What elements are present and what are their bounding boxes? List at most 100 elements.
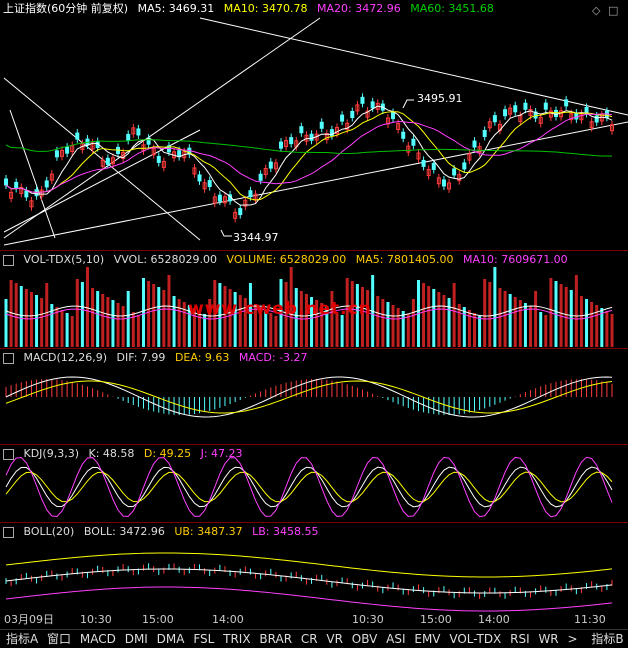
volume-bar: [340, 315, 344, 347]
candle-body: [19, 186, 24, 194]
volume-bar: [14, 283, 18, 347]
volume-bar: [330, 291, 334, 347]
candle-body: [538, 116, 543, 124]
ub-value: UB: 3487.37: [174, 525, 243, 538]
candle-body: [263, 168, 268, 176]
candle-body: [365, 110, 370, 118]
candle-body: [54, 150, 59, 158]
tab-dmi[interactable]: DMI: [124, 632, 148, 646]
tab-scroll-right[interactable]: >: [567, 632, 578, 646]
trend-line: [199, 17, 628, 116]
volume-bar: [35, 295, 39, 347]
candle-body: [594, 115, 599, 123]
tab-brar[interactable]: BRAR: [259, 632, 293, 646]
candle-body: [482, 129, 487, 137]
panel-toggle-icon[interactable]: [3, 254, 14, 266]
volume-bar: [411, 299, 415, 347]
boll-panel[interactable]: BOLL(20) BOLL: 3472.96 UB: 3487.37 LB: 3…: [0, 522, 628, 612]
trend-line: [3, 77, 201, 241]
volume-bar: [376, 296, 380, 347]
candle-body: [543, 102, 548, 110]
time-label: 15:00: [420, 613, 452, 626]
diamond-icon[interactable]: ◇: [592, 4, 601, 17]
ma60-line: [5, 139, 613, 157]
volume-chart[interactable]: [0, 251, 628, 349]
volume-bar: [503, 291, 507, 347]
time-label: 10:30: [352, 613, 384, 626]
ma5-value: MA5: 3469.31: [137, 2, 215, 15]
candle-body: [513, 105, 518, 113]
candle-body: [391, 112, 396, 120]
dif-value: DIF: 7.99: [116, 351, 166, 364]
tab-wr[interactable]: WR: [538, 632, 559, 646]
candle-body: [447, 182, 452, 190]
candle-body: [131, 127, 136, 135]
panel-toggle-icon[interactable]: [3, 526, 14, 538]
volume-bar: [585, 299, 589, 347]
panel-toggle-icon[interactable]: [3, 448, 14, 460]
volume-bar: [116, 303, 120, 347]
volume-bar: [284, 282, 288, 347]
candle-body: [457, 174, 462, 182]
panel-toggle-icon[interactable]: [3, 352, 14, 364]
tab-vr[interactable]: VR: [326, 632, 343, 646]
tab-trix[interactable]: TRIX: [223, 632, 251, 646]
volume-bar: [29, 292, 33, 347]
d-value: D: 49.25: [143, 447, 192, 460]
candle-body: [528, 109, 533, 117]
macd-chart[interactable]: [0, 349, 628, 445]
tab-emv[interactable]: EMV: [414, 632, 441, 646]
vol-name: VOL-TDX(5,10): [23, 253, 105, 266]
candle-body: [60, 149, 65, 157]
volume-bar: [590, 302, 594, 347]
price-panel[interactable]: 上证指数(60分钟 前复权) MA5: 3469.31 MA10: 3470.7…: [0, 0, 628, 250]
volume-bar: [310, 297, 314, 347]
volume-bar: [478, 316, 482, 347]
candle-body: [309, 133, 314, 141]
tab-cr[interactable]: CR: [300, 632, 318, 646]
volume-bar: [360, 287, 364, 347]
candle-body: [411, 138, 416, 146]
volume-bar: [177, 299, 181, 347]
volume-panel[interactable]: VOL-TDX(5,10) VVOL: 6528029.00 VOLUME: 6…: [0, 250, 628, 348]
tab-obv[interactable]: OBV: [351, 632, 378, 646]
macd-panel[interactable]: MACD(12,26,9) DIF: 7.99 DEA: 9.63 MACD: …: [0, 348, 628, 444]
candle-body: [431, 162, 436, 170]
tab-window[interactable]: 窗口: [47, 632, 72, 646]
tab-asi[interactable]: ASI: [386, 632, 406, 646]
volume-bar: [182, 302, 186, 347]
tab-indicator-a[interactable]: 指标A: [6, 632, 39, 646]
ma10-value: MA10: 3470.78: [223, 2, 308, 15]
volume-bar: [162, 290, 166, 347]
tab-rsi[interactable]: RSI: [510, 632, 530, 646]
vol-ma10-value: MA10: 7609671.00: [462, 253, 568, 266]
tab-indicator-b[interactable]: 指标B: [591, 632, 624, 646]
candle-body: [426, 168, 431, 176]
candle-body: [136, 128, 141, 136]
tab-fsl[interactable]: FSL: [193, 632, 215, 646]
tab-macd[interactable]: MACD: [79, 632, 116, 646]
ma60-value: MA60: 3451.68: [410, 2, 494, 15]
candle-body: [360, 96, 365, 104]
tab-dma[interactable]: DMA: [156, 632, 185, 646]
square-icon[interactable]: □: [608, 4, 619, 17]
volume-bar: [243, 298, 247, 347]
ma20-line: [5, 113, 613, 193]
kdj-panel[interactable]: KDJ(9,3,3) K: 48.58 D: 49.25 J: 47.23: [0, 444, 628, 522]
volume-bar: [254, 304, 258, 347]
tab-vol-tdx[interactable]: VOL-TDX: [449, 632, 502, 646]
time-label: 14:00: [212, 613, 244, 626]
candle-body: [589, 121, 594, 129]
volume-bar: [203, 314, 207, 347]
volume-bar: [172, 296, 176, 347]
candle-body: [610, 124, 614, 132]
candle-body: [39, 189, 44, 197]
volume-bar: [192, 308, 196, 347]
volume-bar: [294, 288, 298, 347]
ma5-line: [5, 105, 613, 206]
candle-body: [441, 179, 446, 187]
kdj-chart[interactable]: [0, 445, 628, 523]
boll-chart[interactable]: [0, 523, 628, 613]
price-chart[interactable]: [0, 0, 628, 250]
candle-body: [396, 123, 401, 131]
